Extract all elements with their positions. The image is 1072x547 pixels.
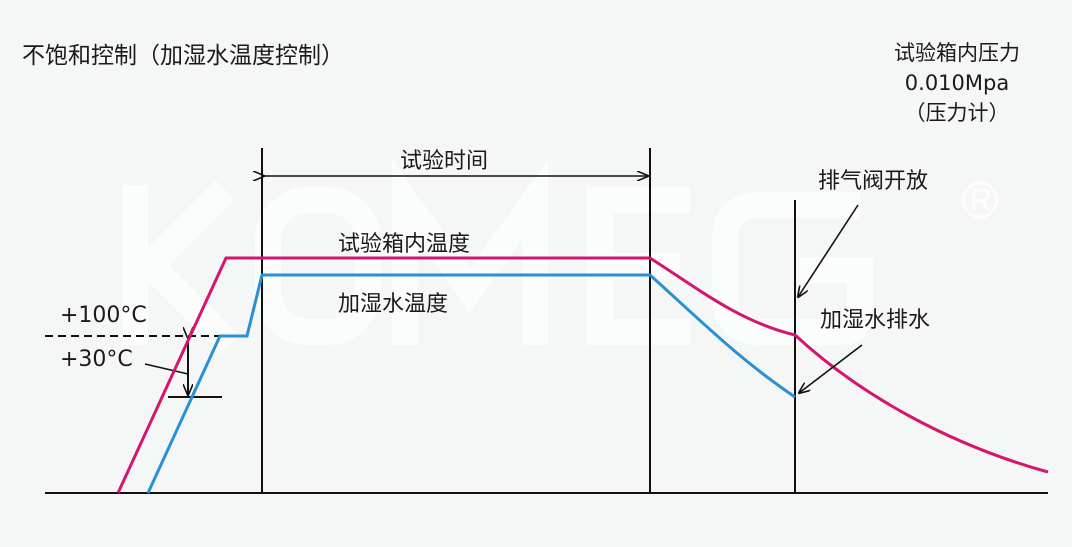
exhaust-leader-arrow <box>798 204 859 297</box>
exhaust-valve-label: 排气阀开放 <box>818 169 929 194</box>
watermark-logo <box>122 159 873 355</box>
pressure-note-label: 试验箱内压力 <box>894 41 1020 65</box>
chamber-temp-curve <box>116 256 1049 494</box>
plus-100c-label: +100°C <box>60 303 147 328</box>
watermark-letter-g <box>712 192 873 345</box>
humidify-water-temp-label: 加湿水温度 <box>338 292 449 317</box>
watermark-letter-o <box>255 187 381 345</box>
pressure-note: 试验箱内压力 0.010Mpa （压力计） <box>872 38 1042 128</box>
drain-leader-arrow <box>799 344 863 393</box>
chamber-temp-label: 试验箱内温度 <box>338 232 471 257</box>
watermark-registered-icon <box>961 181 999 219</box>
humidify-drain-label: 加湿水排水 <box>820 308 931 333</box>
watermark-letter-e <box>587 187 690 345</box>
humidify-water-temp-curve <box>146 273 796 494</box>
delta-30c-leader <box>144 363 189 375</box>
page-title: 不饱和控制（加湿水温度控制） <box>22 43 344 69</box>
plus-30c-label: +30°C <box>60 347 133 372</box>
test-time-label: 试验时间 <box>400 149 489 174</box>
watermark-letter-m <box>392 159 548 345</box>
pressure-note-value: 0.010Mpa <box>904 71 1010 95</box>
pressure-note-source: （压力计） <box>904 101 1010 125</box>
watermark-letter-k <box>122 180 240 355</box>
